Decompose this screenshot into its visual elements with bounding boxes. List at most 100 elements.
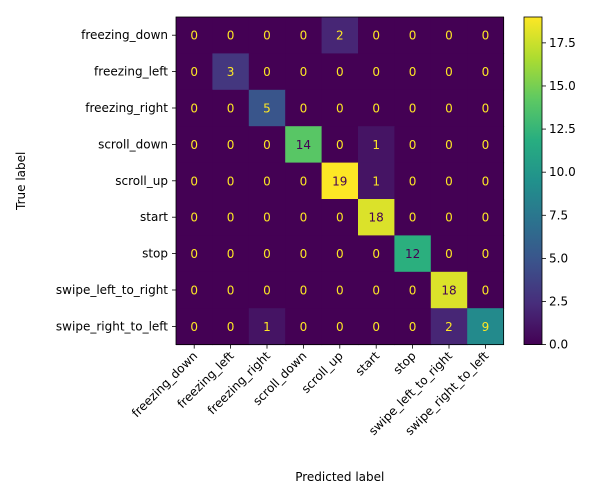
x-axis-ticks: freezing_downfreezing_leftfreezing_right… (129, 344, 492, 438)
heatmap-cell (430, 53, 468, 91)
heatmap-cell (212, 271, 250, 309)
cell-value-label: 1 (372, 138, 380, 152)
cell-value-label: 0 (300, 29, 308, 43)
heatmap-cell (248, 89, 286, 127)
heatmap-cell (394, 17, 432, 54)
heatmap-cell (176, 17, 213, 54)
cell-value-label: 0 (372, 29, 380, 43)
colorbar-tick-label: 5.0 (549, 251, 568, 265)
cell-value-label: 0 (482, 211, 490, 225)
heatmap-cell (248, 162, 286, 200)
colorbar-tick-label: 2.5 (549, 294, 568, 308)
heatmap-cell (212, 308, 250, 346)
cell-value-label: 0 (263, 29, 271, 43)
heatmap-cell (176, 89, 213, 127)
cell-value-label: 3 (227, 65, 235, 79)
cell-value-label: 0 (445, 102, 453, 116)
cell-value-label: 0 (300, 102, 308, 116)
heatmap-cell (394, 271, 432, 309)
heatmap-cell (212, 89, 250, 127)
heatmap-cell (321, 17, 359, 54)
heatmap-cell (358, 235, 395, 273)
heatmap-cell (248, 308, 286, 346)
cell-value-label: 0 (190, 211, 198, 225)
heatmap-cell (321, 53, 359, 91)
cell-value-label: 0 (300, 320, 308, 334)
cell-value-label: 0 (482, 138, 490, 152)
cell-value-label: 0 (190, 65, 198, 79)
cell-value-label: 0 (300, 174, 308, 188)
cell-annotations: 0 0 0 0 2 0 0 0 0 0 3 0 0 0 0 0 0 0 0 0 5 0 0 0 0 0 0 0 0 0 14 0 1 0 0 0 0 0 0… (190, 29, 489, 334)
heatmap-cell (248, 53, 286, 91)
cell-value-label: 0 (190, 247, 198, 261)
heatmap-cell (285, 53, 323, 91)
y-tick-label: freezing_right (85, 101, 168, 115)
heatmap-cell (248, 17, 286, 54)
x-axis-label: Predicted label (295, 470, 384, 484)
cell-value-label: 0 (482, 247, 490, 261)
y-tick-label: scroll_up (115, 174, 168, 188)
y-tick-label: freezing_left (94, 65, 168, 79)
heatmap-cell (176, 162, 213, 200)
cell-value-label: 12 (405, 247, 420, 261)
colorbar-tick-label: 17.5 (549, 36, 576, 50)
cell-value-label: 0 (263, 174, 271, 188)
y-axis-label: True label (14, 152, 28, 211)
cell-value-label: 0 (482, 29, 490, 43)
cell-value-label: 0 (445, 29, 453, 43)
cell-value-label: 0 (445, 65, 453, 79)
x-tick-label: freezing_right (205, 349, 274, 418)
heatmap-cell (467, 89, 505, 127)
cell-value-label: 19 (332, 174, 347, 188)
cell-value-label: 0 (482, 174, 490, 188)
heatmap-cell (358, 53, 395, 91)
heatmap-cell (212, 53, 250, 91)
cell-value-label: 14 (296, 138, 311, 152)
cell-value-label: 0 (227, 102, 235, 116)
heatmap-cell (394, 126, 432, 164)
cell-value-label: 1 (372, 174, 380, 188)
x-tick-label: stop (390, 349, 418, 377)
heatmap-cell (321, 126, 359, 164)
y-tick-label: scroll_down (98, 137, 168, 151)
heatmap-cell (285, 89, 323, 127)
heatmap-cell (430, 235, 468, 273)
heatmap-cell (358, 17, 395, 54)
cell-value-label: 0 (409, 284, 417, 298)
heatmap-cell (430, 271, 468, 309)
heatmap-cell (285, 17, 323, 54)
heatmap-cell (467, 53, 505, 91)
cell-value-label: 0 (336, 320, 344, 334)
heatmap-cell (394, 235, 432, 273)
heatmap-cell (248, 271, 286, 309)
colorbar-tick-label: 7.5 (549, 208, 568, 222)
heatmap-cell (176, 126, 213, 164)
cell-value-label: 0 (190, 320, 198, 334)
heatmap-cell (467, 271, 505, 309)
colorbar-tick-label: 12.5 (549, 122, 576, 136)
heatmap-cell (285, 235, 323, 273)
heatmap-cell (394, 162, 432, 200)
heatmap-cell (430, 89, 468, 127)
heatmap-cell (358, 89, 395, 127)
heatmap-cell (212, 17, 250, 54)
heatmap-cell (430, 162, 468, 200)
y-tick-label: freezing_down (81, 28, 168, 42)
heatmap-cell (467, 235, 505, 273)
heatmap-cell (176, 271, 213, 309)
heatmap-cell (212, 162, 250, 200)
cell-value-label: 0 (336, 65, 344, 79)
heatmap-cell (285, 162, 323, 200)
cell-value-label: 0 (372, 320, 380, 334)
cell-value-label: 0 (445, 211, 453, 225)
cell-value-label: 0 (190, 138, 198, 152)
cell-value-label: 0 (336, 284, 344, 298)
cell-value-label: 0 (227, 138, 235, 152)
cell-value-label: 0 (263, 284, 271, 298)
y-tick-label: swipe_right_to_left (56, 319, 168, 333)
heatmap-cell (394, 199, 432, 236)
heatmap-cells (176, 17, 505, 346)
cell-value-label: 2 (336, 29, 344, 43)
